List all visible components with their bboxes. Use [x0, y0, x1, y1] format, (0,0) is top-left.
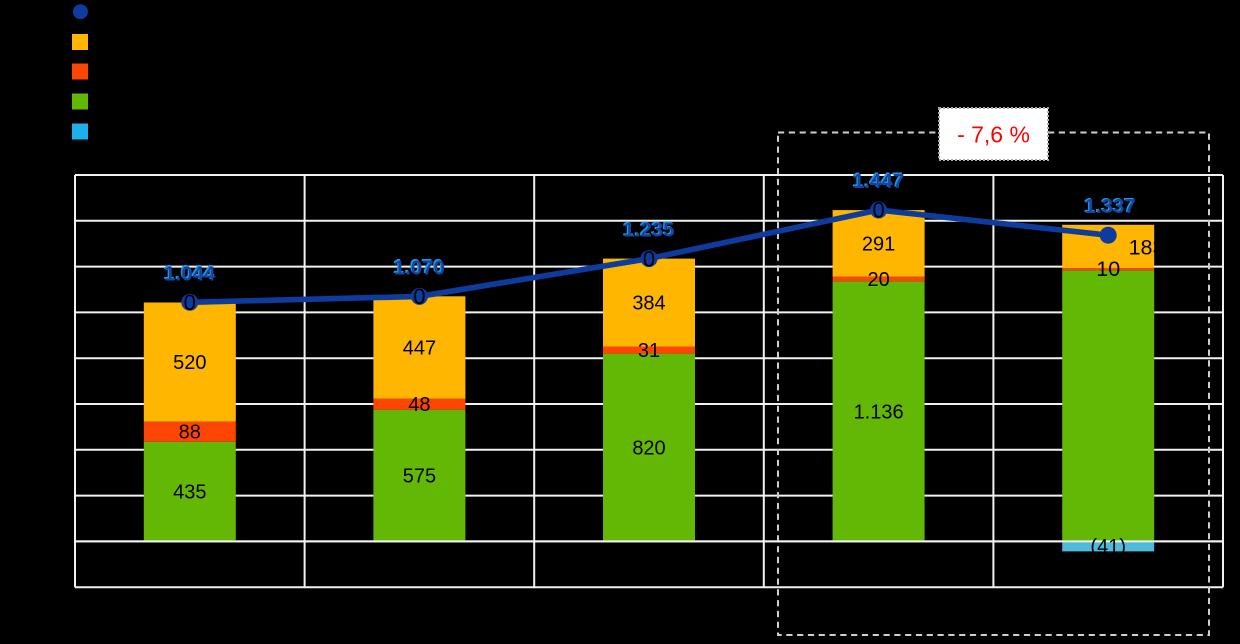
svg-text:0: 0: [413, 284, 425, 309]
svg-text:0: 0: [184, 290, 196, 315]
svg-text:1.136: 1.136: [854, 401, 904, 423]
svg-text:0: 0: [872, 198, 884, 223]
svg-text:1.447: 1.447: [852, 169, 903, 192]
svg-text:1.235: 1.235: [623, 219, 674, 242]
svg-text:88: 88: [179, 422, 201, 444]
svg-text:291: 291: [862, 233, 895, 255]
svg-text:31: 31: [638, 340, 660, 362]
svg-text:183: 183: [1129, 235, 1165, 259]
svg-text:20: 20: [867, 269, 889, 291]
svg-text:384: 384: [632, 293, 665, 315]
svg-text:447: 447: [403, 338, 436, 360]
svg-text:1.235: 1.235: [622, 217, 673, 240]
svg-text:435: 435: [173, 482, 206, 504]
svg-text:0: 0: [643, 246, 655, 271]
svg-text:10: 10: [1096, 257, 1120, 281]
svg-text:1.044: 1.044: [163, 261, 215, 284]
svg-text:- 7,6 %: - 7,6 %: [957, 121, 1030, 147]
svg-text:1.337: 1.337: [1085, 195, 1136, 218]
svg-text:820: 820: [632, 438, 665, 460]
svg-text:1.447: 1.447: [853, 170, 904, 193]
svg-text:1.044: 1.044: [164, 262, 216, 285]
svg-text:48: 48: [408, 394, 430, 416]
svg-text:1.070: 1.070: [392, 255, 443, 278]
svg-text:575: 575: [403, 466, 436, 488]
svg-text:1.070: 1.070: [394, 256, 445, 279]
svg-text:520: 520: [173, 352, 206, 374]
svg-text:1.337: 1.337: [1083, 194, 1134, 217]
svg-text:(41): (41): [1090, 536, 1126, 558]
